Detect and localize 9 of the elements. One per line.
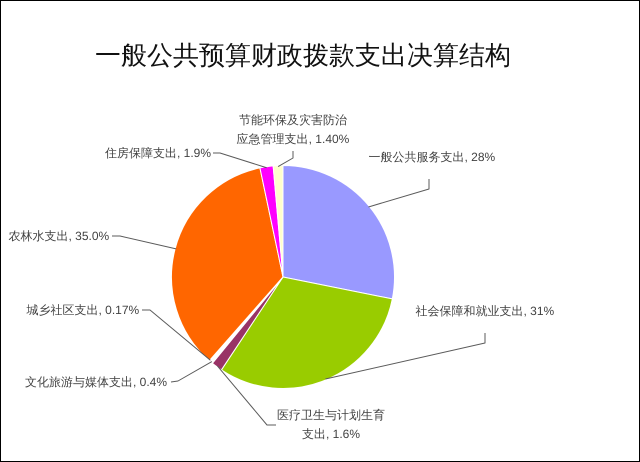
slice-label: 农林水支出, 35.0% (8, 228, 110, 244)
slice-label: 城乡社区支出, 0.17% (26, 302, 140, 318)
chart-title: 一般公共预算财政拨款支出决算结构 (95, 40, 511, 70)
slice-label: 住房保障支出, 1.9% (105, 144, 212, 162)
slice-label: 节能环保及灾害防治应急管理支出, 1.40% (236, 112, 350, 148)
slice-label: 一般公共服务支出, 28% (368, 148, 496, 166)
slice-label: 文化旅游与媒体支出, 0.4% (25, 374, 168, 390)
slice-label: 医疗卫生与计划生育支出, 1.6% (276, 406, 386, 442)
slice-label: 社会保障和就业支出, 31% (416, 302, 554, 320)
